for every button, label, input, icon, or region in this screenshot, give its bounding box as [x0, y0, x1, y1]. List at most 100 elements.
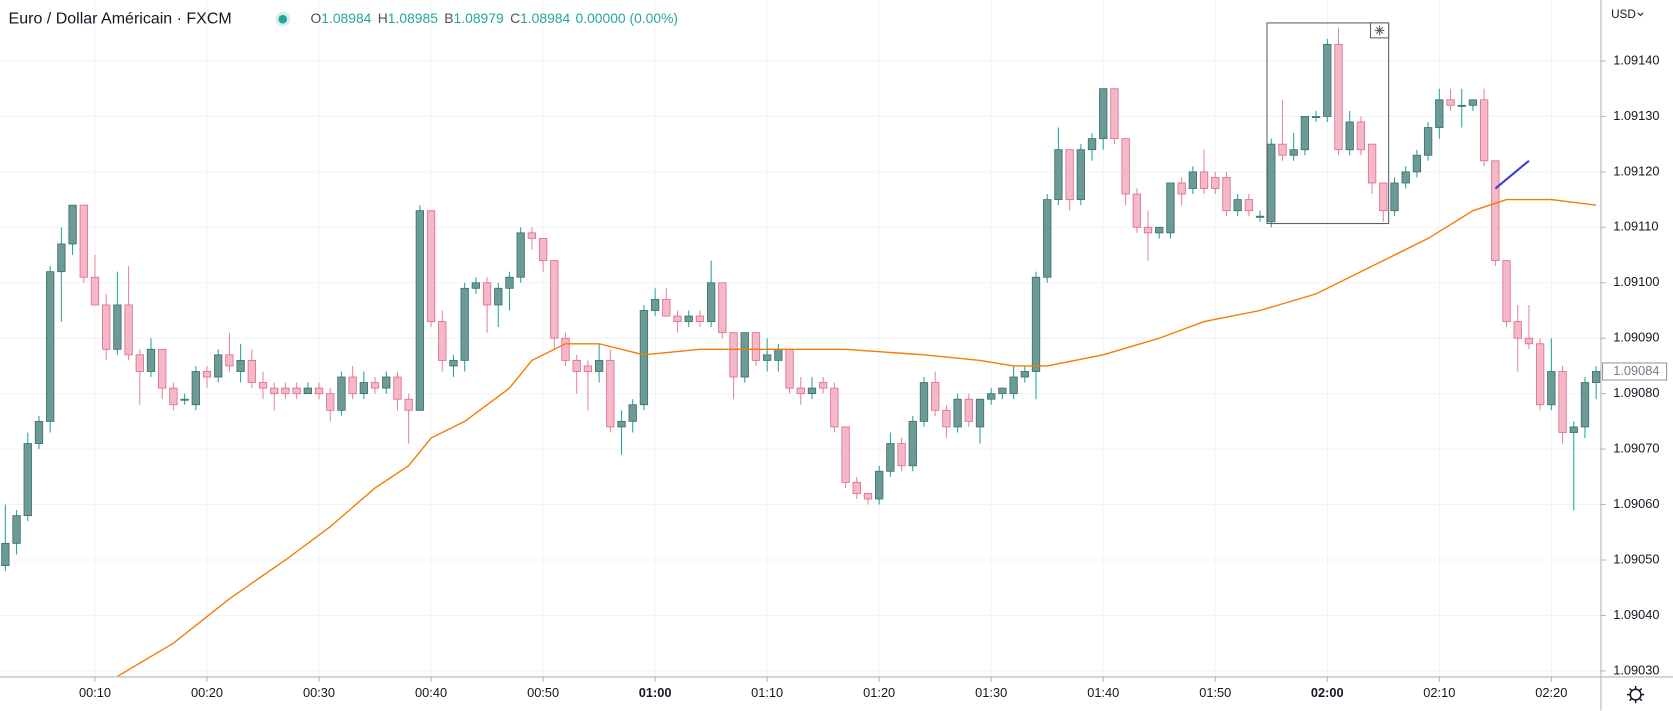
- candle-body: [908, 420, 917, 467]
- candle-body: [359, 382, 369, 395]
- candle-body: [718, 282, 727, 334]
- candle-body: [1099, 88, 1108, 140]
- x-tick-label: 00:30: [303, 685, 335, 700]
- candle-body: [1233, 199, 1242, 212]
- last-price-box: [1602, 362, 1668, 381]
- candle-body: [953, 398, 962, 428]
- candle-body: [1491, 160, 1500, 262]
- trend-line[interactable]: [1494, 159, 1530, 190]
- ohlc-legend: O1.08984 H1.08985 B1.08979 C1.08984 0.00000 …: [311, 10, 679, 26]
- candle-body: [281, 387, 290, 395]
- y-tick-label: 1.09070: [1613, 440, 1659, 455]
- candle-body: [191, 371, 200, 406]
- candle-body: [303, 387, 312, 395]
- candle-body: [875, 470, 884, 500]
- y-tick-label: 1.09130: [1613, 108, 1659, 123]
- candle-body: [1412, 154, 1422, 173]
- y-tick-label: 1.09080: [1613, 385, 1659, 400]
- candle-body: [740, 332, 749, 378]
- candle-body: [650, 298, 660, 311]
- candle-body: [583, 365, 593, 372]
- candle-body: [1, 542, 10, 566]
- candle-body: [1267, 143, 1276, 223]
- x-tick-label: 01:00: [639, 685, 672, 700]
- candle-body: [1446, 99, 1455, 106]
- candle-body: [482, 282, 492, 306]
- candle-body: [270, 387, 279, 395]
- x-tick-label: 00:50: [527, 685, 559, 700]
- candle-body: [662, 298, 671, 317]
- candle-body: [1513, 321, 1522, 339]
- y-tick-label: 1.09050: [1613, 551, 1659, 566]
- candle-body: [225, 354, 234, 367]
- candle-body: [1278, 143, 1287, 156]
- y-tick-label: 1.09120: [1613, 163, 1659, 178]
- y-tick-label: 1.09110: [1613, 219, 1658, 234]
- candle-body: [1323, 43, 1332, 117]
- candle-body: [471, 282, 481, 289]
- candle-body: [1479, 99, 1489, 162]
- x-tick-label: 00:10: [79, 685, 111, 700]
- candle-body: [1222, 176, 1231, 212]
- ohlc-label: B: [444, 10, 453, 26]
- x-tick-label: 01:20: [863, 685, 895, 700]
- candle-body: [1199, 171, 1209, 189]
- candle-body: [404, 398, 413, 411]
- candle-body: [1143, 226, 1153, 234]
- candle-body: [1043, 199, 1052, 278]
- candle-body: [594, 359, 604, 372]
- candle-body: [370, 382, 380, 389]
- candle-body: [538, 237, 548, 262]
- candle-body: [762, 354, 772, 361]
- candle-body: [1166, 182, 1175, 234]
- candle-body: [236, 359, 245, 372]
- candle-body: [942, 409, 951, 428]
- candle-body: [1110, 88, 1119, 140]
- ohlc-label: C: [510, 10, 520, 26]
- candle-body: [852, 481, 861, 494]
- candle-body: [1289, 149, 1298, 156]
- currency-chevron[interactable]: [1637, 12, 1644, 17]
- candle-body: [964, 398, 973, 422]
- candle-body: [34, 420, 44, 444]
- candle-body: [785, 348, 794, 389]
- candle-body: [987, 393, 996, 400]
- candle-body: [1345, 121, 1354, 151]
- candle-body: [494, 287, 503, 306]
- candle-body: [550, 260, 559, 339]
- selection-rect: [1266, 22, 1390, 225]
- candle-body: [348, 376, 357, 395]
- candle-body: [617, 420, 626, 428]
- ohlc-value: 1.08984: [321, 10, 371, 26]
- currency[interactable]: USD: [1611, 8, 1636, 21]
- candle-body: [158, 348, 167, 389]
- candle-body: [1311, 116, 1321, 118]
- candle-body: [796, 387, 805, 395]
- candle-body: [415, 210, 425, 411]
- candle-body: [1076, 149, 1085, 201]
- x-tick-label: 01:40: [1087, 685, 1119, 700]
- candle-body: [1031, 276, 1041, 372]
- candle-body: [1580, 382, 1590, 428]
- candle-body: [1390, 182, 1399, 212]
- candle-body: [1367, 143, 1377, 184]
- candle-body: [1132, 193, 1142, 228]
- y-tick-label: 1.09060: [1613, 496, 1659, 511]
- candle-body: [1423, 127, 1433, 156]
- candle-body: [292, 387, 301, 395]
- x-tick-label: 00:40: [415, 685, 447, 700]
- candle-body: [505, 276, 514, 289]
- candle-body: [1502, 260, 1511, 323]
- selection-box[interactable]: [1266, 22, 1390, 225]
- last-price-label: 1.09084: [1613, 363, 1659, 378]
- candle-body: [1401, 171, 1410, 184]
- settings-gear[interactable]: [1627, 686, 1645, 704]
- candle-body: [113, 304, 122, 350]
- candle-body: [426, 210, 436, 323]
- plot-area: [1, 27, 1601, 677]
- candle-body: [729, 332, 738, 378]
- candle-body: [830, 387, 839, 428]
